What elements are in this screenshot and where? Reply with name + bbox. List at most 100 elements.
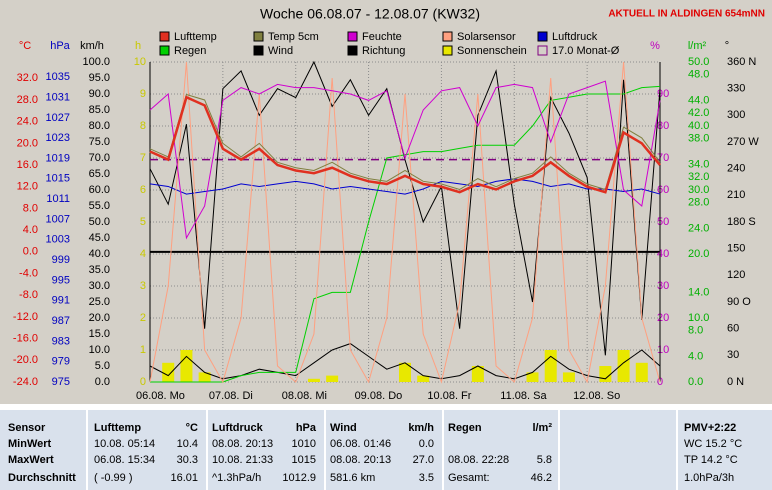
y-tick-label: 32.0 [17,72,38,84]
x-tick-label: 09.08. Do [355,390,403,402]
sunshine-bar [307,378,320,382]
table-cell: 581.6 km [330,472,375,484]
y-tick-label: 25.0 [89,296,110,308]
table-cell-bg [444,410,558,490]
axis-title: °C [19,40,31,52]
y-tick-label: 150 [727,243,745,255]
y-tick-label: 5.0 [95,360,110,372]
y-tick-label: 28.0 [688,197,709,209]
legend-swatch [159,45,170,56]
y-tick-label: 3 [140,280,146,292]
y-tick-label: 70.0 [89,152,110,164]
table-cell: 06.08. 01:46 [330,438,391,450]
table-cell: 27.0 [413,454,434,466]
y-tick-label: -4.0 [19,267,38,279]
y-tick-label: 120 [727,269,745,281]
table-cell: MinWert [8,438,52,450]
y-tick-label: 1019 [46,152,70,164]
table-cell: 0.0 [419,438,434,450]
y-tick-label: 300 [727,109,745,121]
legend-swatch [253,31,264,42]
series-line [149,60,661,356]
table-header: Regen [448,422,482,434]
y-tick-label: 40.0 [688,120,709,132]
table-cell: 08.08. 20:13 [212,438,273,450]
y-tick-label: 30 [727,349,739,361]
table-cell-bg [208,410,324,490]
y-tick-label: 10 [657,344,669,356]
y-tick-label: 975 [52,376,70,388]
sunshine-bar [399,362,411,382]
table-cell: 10.08. 21:33 [212,454,273,466]
y-tick-label: 991 [52,295,70,307]
table-cell: 06.08. 15:34 [94,454,155,466]
axis-title: % [650,40,660,52]
y-tick-label: 42.0 [688,107,709,119]
table-cell: TP 14.2 °C [684,454,738,466]
legend-swatch [347,45,358,56]
y-tick-label: 50.0 [688,56,709,68]
y-tick-label: 1023 [46,132,70,144]
table-cell: 3.5 [419,472,434,484]
table-cell: ( -0.99 ) [94,472,133,484]
legend-label: Luftdruck [552,31,598,43]
y-tick-label: 20.0 [89,312,110,324]
y-tick-label: 55.0 [89,200,110,212]
legend-swatch [442,31,453,42]
table-header: PMV+2:22 [684,422,736,434]
y-tick-label: 1011 [46,193,70,205]
sunshine-bar [562,372,575,382]
y-tick-label: 24.0 [17,116,38,128]
legend-label: Temp 5cm [268,31,319,43]
table-header: Sensor [8,422,46,434]
y-tick-label: 24.0 [688,222,709,234]
y-tick-label: 8.0 [23,202,38,214]
table-cell: MaxWert [8,454,54,466]
series-line [149,80,661,240]
table-cell: WC 15.2 °C [684,438,742,450]
y-tick-label: 40 [657,248,669,260]
table-cell: 08.08. 22:28 [448,454,509,466]
y-tick-label: 85.0 [89,104,110,116]
y-tick-label: 1003 [46,234,70,246]
y-tick-label: 0 N [727,376,744,388]
y-tick-label: 16.0 [17,159,38,171]
y-tick-label: 4 [140,248,146,260]
y-tick-label: 14.0 [688,286,709,298]
table-cell: 16.01 [170,472,198,484]
axis-title: km/h [80,40,104,52]
y-tick-label: 90 O [727,296,751,308]
x-tick-label: 06.08. Mo [136,390,185,402]
sunshine-bar [471,366,484,382]
sunshine-bar [526,372,539,382]
table-cell: 10.4 [177,438,198,450]
sunshine-bar [544,350,557,382]
sunshine-bar [198,372,211,382]
sunshine-bar [326,375,339,382]
legend-swatch [159,31,170,42]
y-tick-label: 40.0 [89,248,110,260]
table-header: km/h [408,422,434,434]
y-tick-label: 12.0 [17,181,38,193]
axis-title: ° [725,40,729,52]
y-tick-label: -8.0 [19,289,38,301]
y-tick-label: 10 [134,56,146,68]
y-tick-label: 6 [140,184,146,196]
legend-swatch [253,45,264,56]
sunshine-bar [417,375,430,382]
table-header: Lufttemp [94,422,141,434]
table-cell: 08.08. 20:13 [330,454,391,466]
y-tick-label: 90.0 [89,88,110,100]
y-tick-label: 1 [140,344,146,356]
table-cell: ^1.3hPa/h [212,472,261,484]
y-tick-label: 80.0 [89,120,110,132]
legend-label: Sonnenschein [457,45,527,57]
x-tick-label: 12.08. So [573,390,620,402]
y-tick-label: 4.0 [688,350,703,362]
chart-subtitle: AKTUELL IN ALDINGEN 654mNN [608,9,765,20]
x-tick-label: 08.08. Mi [282,390,327,402]
y-tick-label: 330 [727,83,745,95]
y-tick-label: 100.0 [82,56,110,68]
table-cell: 1012.9 [282,472,316,484]
y-tick-label: 28.0 [17,94,38,106]
